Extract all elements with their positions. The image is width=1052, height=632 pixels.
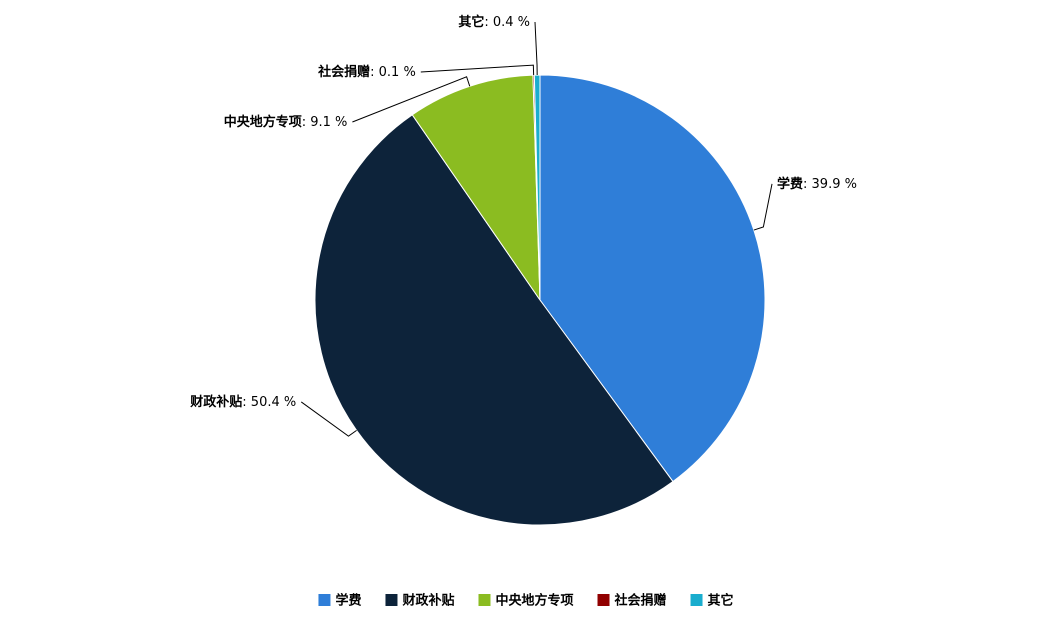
pie-slice (411, 74, 541, 302)
connector (753, 183, 773, 231)
label-value: : 50.4 % (242, 394, 296, 409)
legend-swatch[interactable] (597, 594, 610, 606)
label-name: 其它 (458, 14, 484, 30)
legend-label[interactable]: 学费 (335, 593, 361, 609)
legend-swatch[interactable] (318, 594, 331, 606)
label-name: 社会捐赠 (317, 64, 370, 80)
connector (534, 21, 538, 76)
label-value: : 39.9 % (803, 176, 857, 191)
label-value: : 0.4 % (484, 15, 530, 30)
data-label: 其它: 0.4 % (458, 14, 530, 30)
data-label: 中央地方专项: 9.1 % (224, 114, 348, 130)
legend-swatch[interactable] (690, 594, 703, 606)
data-label: 社会捐赠: 0.1 % (317, 64, 416, 80)
legend-label[interactable]: 其它 (708, 593, 734, 609)
legend: 学费 财政补贴 中央地方专项 社会捐赠 其它 (318, 593, 734, 609)
label-value: : 0.1 % (370, 65, 416, 80)
connector (352, 76, 471, 123)
legend-swatch[interactable] (478, 594, 491, 606)
label-name: 学费 (777, 175, 803, 191)
legend-swatch[interactable] (385, 594, 398, 606)
data-label: 财政补贴: 50.4 % (190, 393, 296, 409)
label-name: 财政补贴 (190, 393, 242, 409)
connector (300, 401, 357, 437)
legend-label[interactable]: 中央地方专项 (495, 593, 573, 609)
label-name: 中央地方专项 (224, 114, 302, 130)
label-value: : 9.1 % (302, 115, 348, 130)
connector (420, 64, 535, 76)
legend-label[interactable]: 财政补贴 (402, 593, 454, 609)
legend-label[interactable]: 社会捐赠 (614, 593, 667, 609)
data-label: 学费: 39.9 % (777, 175, 857, 191)
pie-slice (539, 74, 766, 483)
